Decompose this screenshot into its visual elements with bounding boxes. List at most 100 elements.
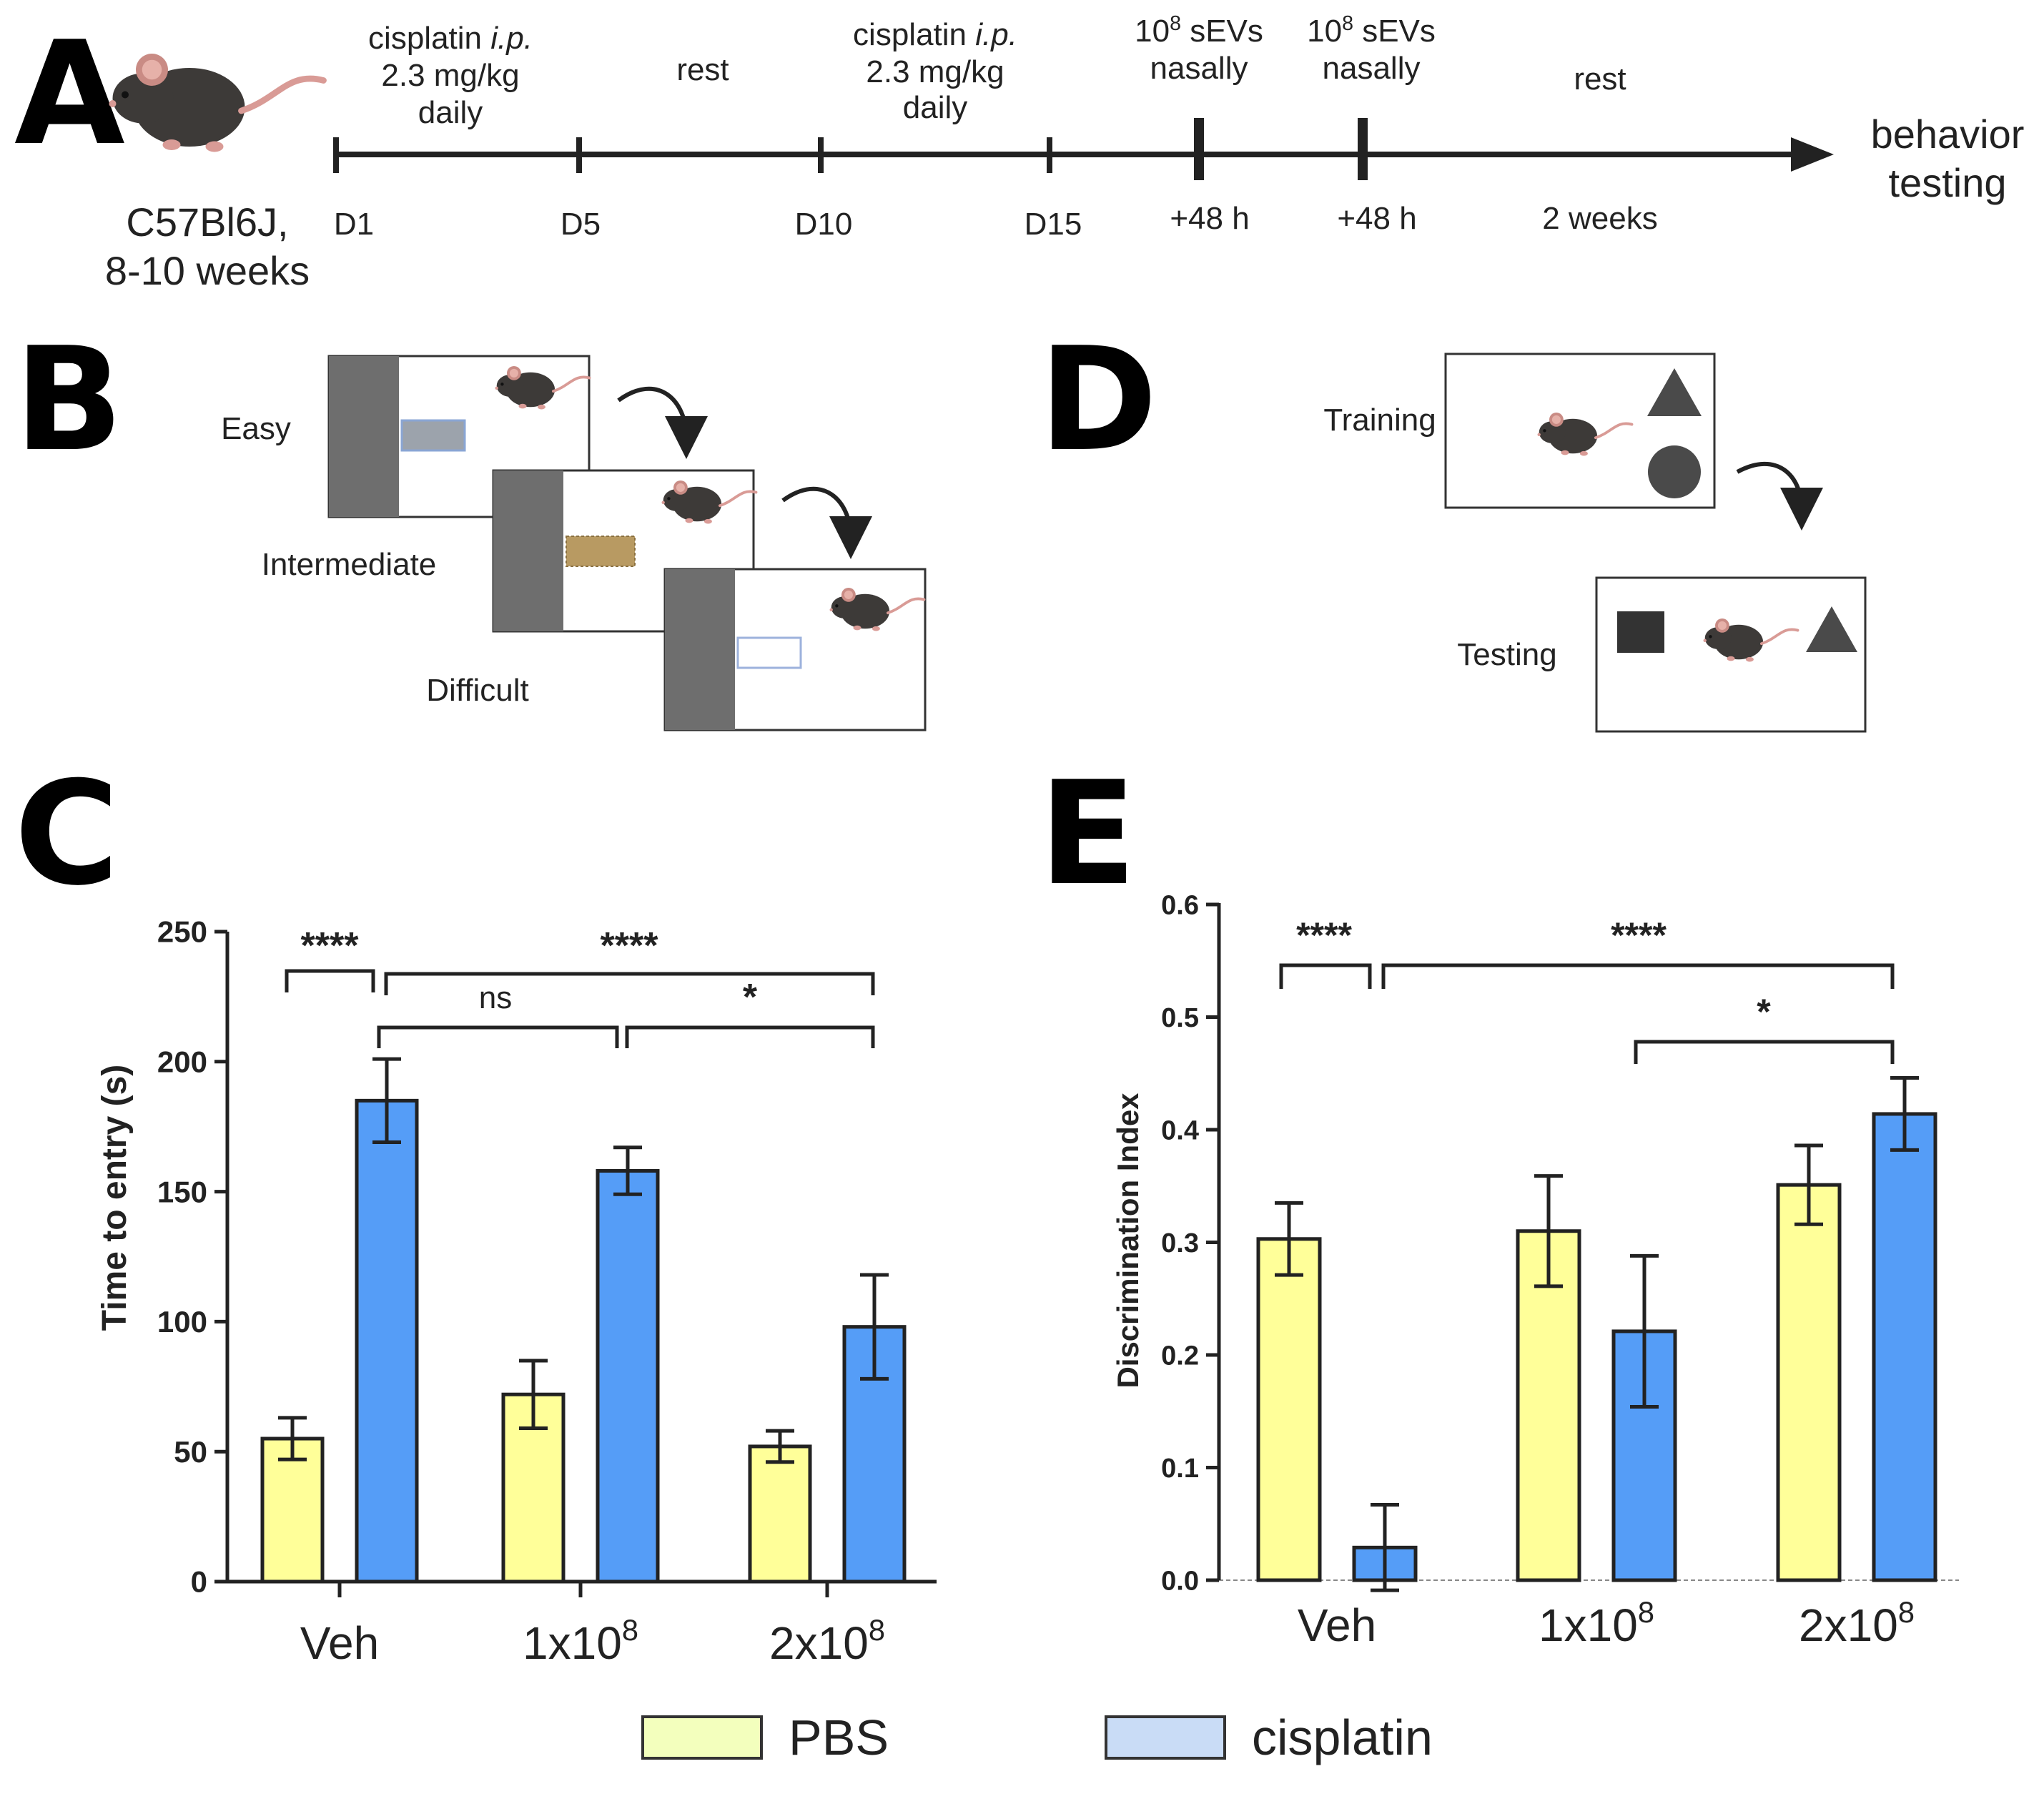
- panel-label-d: D: [1039, 317, 1157, 483]
- sig-bracket: [1279, 963, 1372, 989]
- age-label: 8-10 weeks: [105, 248, 310, 293]
- sig-label: ****: [301, 925, 360, 967]
- maze-difficult: [663, 568, 927, 731]
- y-tick-label: 100: [157, 1305, 207, 1339]
- legend-label-cisplatin: cisplatin: [1252, 1710, 1433, 1765]
- escape-hole-easy: [400, 419, 466, 452]
- sig-label: *: [1757, 992, 1771, 1032]
- chart-c-errorbars: [278, 1057, 889, 1464]
- curved-arrow-icon: [617, 386, 708, 459]
- triangle-object-icon: [1647, 368, 1702, 416]
- y-tick-label: 0.4: [1161, 1115, 1199, 1145]
- x-tick-label: 2x108: [769, 1613, 885, 1669]
- escape-hole-difficult: [736, 636, 802, 669]
- chart-e-bars: [1256, 1112, 1937, 1582]
- x-tick-label: 1x108: [1539, 1595, 1654, 1651]
- sig-label: ns: [479, 980, 512, 1015]
- tick-label: D15: [1025, 207, 1082, 242]
- curved-arrow-icon: [781, 486, 872, 559]
- phase-1-line-2: 2.3 mg/kg: [381, 58, 519, 93]
- y-tick-label: 0.6: [1161, 890, 1199, 920]
- tick-label: D10: [795, 207, 853, 242]
- phase-1-line-1: cisplatin i.p.: [368, 21, 533, 56]
- tick-label: 2 weeks: [1542, 201, 1657, 236]
- bar-cisplatin: [355, 1098, 419, 1584]
- curved-arrow-icon: [1736, 461, 1823, 531]
- y-tick-label: 0.5: [1161, 1003, 1199, 1033]
- bar-pbs: [260, 1436, 325, 1584]
- chart-e-xticks: Veh 1x108 2x108: [1298, 1595, 1915, 1651]
- panel-label-e: E: [1039, 751, 1137, 917]
- square-object-icon: [1617, 611, 1664, 653]
- circle-object-icon: [1648, 445, 1701, 498]
- phase-3-line-1: cisplatin i.p.: [853, 17, 1017, 52]
- sig-bracket: [285, 969, 375, 992]
- chart-c-bars: [260, 1098, 907, 1584]
- bar-pbs: [1776, 1183, 1842, 1582]
- y-tick-label: 200: [157, 1045, 207, 1079]
- chart-e-significance: **** **** *: [1279, 915, 1895, 1064]
- phase-4-line-2: nasally: [1150, 51, 1248, 86]
- legend-swatch-pbs: [641, 1715, 763, 1760]
- mouse-icon: [109, 54, 324, 152]
- tick-label: +48 h: [1337, 201, 1416, 236]
- x-tick-label: Veh: [300, 1617, 379, 1669]
- y-tick-label: 50: [174, 1435, 207, 1469]
- sig-label: ****: [1296, 915, 1352, 955]
- phase-6-line-1: rest: [1574, 61, 1626, 97]
- legend-item-pbs: PBS: [641, 1702, 889, 1773]
- bar-pbs: [1516, 1229, 1581, 1582]
- panel-label-b: B: [14, 317, 123, 483]
- legend-label-pbs: PBS: [789, 1710, 889, 1765]
- level-difficult-label: Difficult: [426, 673, 528, 708]
- legend: PBS cisplatin: [0, 1702, 2044, 1788]
- y-tick-label: 250: [157, 915, 207, 949]
- sig-label: ****: [601, 925, 659, 967]
- sig-bracket: [377, 1025, 619, 1048]
- chart-e-ylabel: Discrimination Index: [1111, 1093, 1145, 1389]
- x-tick-label: 2x108: [1799, 1595, 1915, 1651]
- timeline: cisplatin i.p. 2.3 mg/kg daily rest cisp…: [333, 12, 2025, 242]
- legend-swatch-cisplatin: [1105, 1715, 1226, 1760]
- sig-label: *: [743, 977, 758, 1018]
- level-easy-label: Easy: [221, 411, 291, 446]
- chart-e: Discrimination Index 0.00.10.20.30.40.50…: [1111, 890, 1959, 1651]
- panel-label-c: C: [14, 751, 119, 917]
- tick-label: +48 h: [1170, 201, 1249, 236]
- x-tick-label: Veh: [1298, 1599, 1376, 1651]
- phase-testing-label: Testing: [1457, 637, 1556, 672]
- sig-label: ****: [1611, 915, 1667, 955]
- arena-training: [1444, 353, 1716, 509]
- phase-5-line-1: 108 sEVs: [1307, 12, 1436, 49]
- end-label-line-1: behavior: [1871, 112, 2025, 157]
- bar-cisplatin: [596, 1169, 660, 1584]
- tick-label: D5: [561, 207, 601, 242]
- bar-pbs: [1256, 1237, 1322, 1582]
- panel-label-a: A: [14, 11, 125, 177]
- level-intermediate-label: Intermediate: [262, 547, 437, 582]
- chart-c: Time to entry (s) 0 50 100 150 200 250 Veh 1x1…: [96, 915, 937, 1669]
- y-tick-label: 0: [191, 1565, 207, 1599]
- y-tick-label: 0.2: [1161, 1341, 1199, 1371]
- y-tick-label: 0.0: [1161, 1566, 1199, 1596]
- chart-c-significance: **** **** ns *: [285, 925, 875, 1048]
- y-tick-label: 0.1: [1161, 1454, 1199, 1484]
- end-label-line-2: testing: [1889, 160, 2007, 205]
- x-tick-label: 1x108: [523, 1613, 638, 1669]
- chart-c-ylabel: Time to entry (s): [96, 1065, 134, 1331]
- bar-pbs: [748, 1444, 812, 1584]
- chart-c-xticks: Veh 1x108 2x108: [300, 1582, 885, 1669]
- phase-2-line-1: rest: [676, 52, 729, 87]
- arena-testing: [1595, 576, 1867, 733]
- sig-bracket: [625, 1025, 875, 1048]
- legend-item-cisplatin: cisplatin: [1105, 1702, 1433, 1773]
- strain-label: C57Bl6J,: [126, 199, 288, 245]
- phase-5-line-2: nasally: [1323, 51, 1421, 86]
- y-tick-label: 0.3: [1161, 1228, 1199, 1258]
- phase-1-line-3: daily: [418, 95, 483, 130]
- chart-e-yticks: 0.0 0.1 0.2 0.3 0.4 0.5 0.6: [1161, 890, 1219, 1596]
- triangle-object-icon: [1806, 606, 1857, 652]
- phase-4-line-1: 108 sEVs: [1135, 12, 1263, 49]
- escape-hole-intermediate: [566, 536, 635, 566]
- chart-c-yticks: 0 50 100 150 200 250: [157, 915, 227, 1599]
